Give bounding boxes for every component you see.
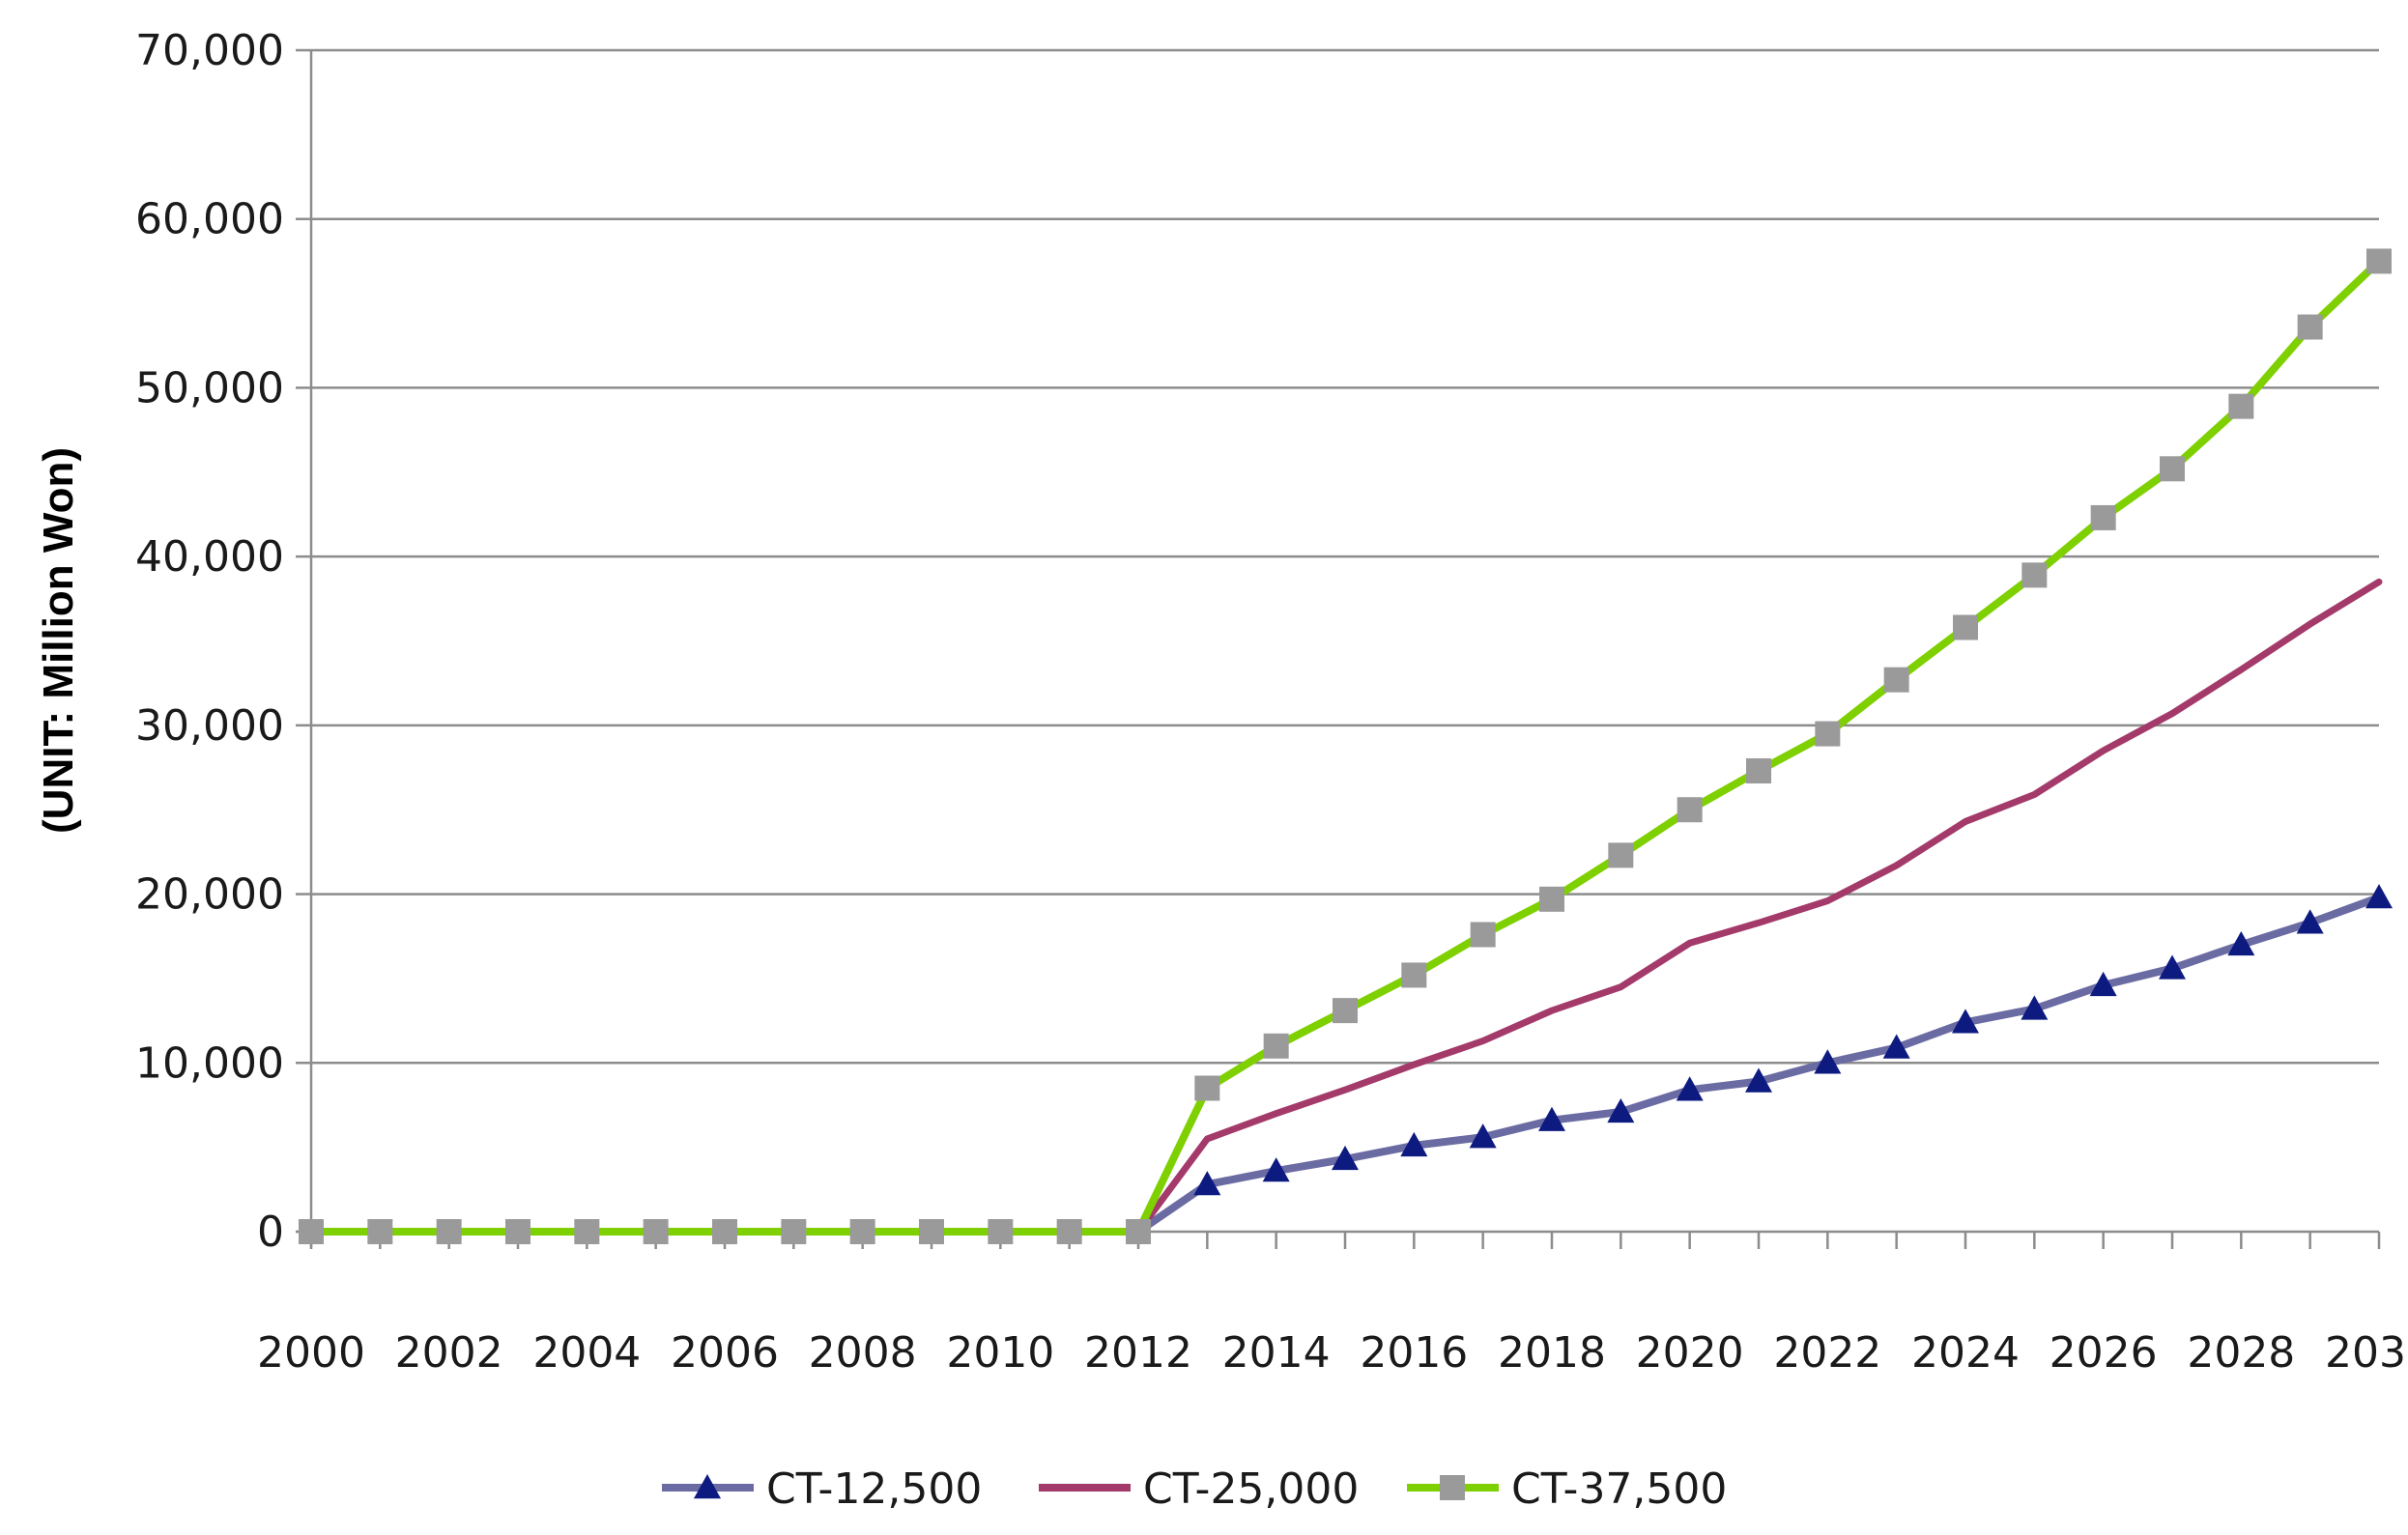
data-point-square (849, 1219, 875, 1244)
x-tick-label: 2018 (1498, 1328, 1606, 1378)
x-tick-label: 2008 (809, 1328, 917, 1378)
data-point-square (2366, 248, 2392, 274)
data-point-triangle (2021, 995, 2049, 1020)
legend-marker-triangle (694, 1474, 721, 1499)
data-point-triangle (1745, 1067, 1772, 1093)
data-point-square (1263, 1033, 1289, 1059)
x-tick-label: 2020 (1636, 1328, 1744, 1378)
data-point-square (1333, 998, 1358, 1024)
data-point-square (367, 1219, 393, 1244)
x-tick-label: 2028 (2187, 1328, 2295, 1378)
x-tick-label: 2000 (257, 1328, 365, 1378)
axes (296, 48, 2381, 1249)
series-line (307, 257, 2383, 1236)
data-point-square (2297, 314, 2323, 340)
data-point-square (1608, 842, 1634, 868)
x-tick-label: 2006 (671, 1328, 779, 1378)
y-tick-label: 60,000 (135, 195, 284, 244)
data-point-square (2021, 562, 2048, 588)
data-point-triangle (1332, 1145, 1359, 1171)
series-line (307, 894, 2383, 1236)
legend-label: CT-12,500 (766, 1464, 982, 1514)
legend-label: CT-25,000 (1143, 1464, 1359, 1514)
data-point-triangle (1538, 1106, 1565, 1131)
series-layer (299, 248, 2393, 1244)
x-tick-label: 2004 (532, 1328, 641, 1378)
x-tick-label: 2024 (1911, 1328, 2020, 1378)
data-point-square (1126, 1219, 1151, 1244)
data-point-square (1746, 758, 1771, 784)
y-tick-label: 20,000 (135, 870, 284, 920)
data-point-triangle (1676, 1076, 1704, 1101)
data-point-square (712, 1219, 737, 1244)
y-tick-label: 40,000 (135, 532, 284, 582)
data-point-square (436, 1219, 462, 1244)
y-axis-title: (UNIT: Million Won) (35, 447, 82, 834)
data-point-square (1470, 922, 1496, 948)
data-point-square (1953, 614, 1978, 640)
data-point-triangle (2227, 930, 2255, 956)
data-point-triangle (1193, 1171, 1221, 1196)
series-1 (307, 578, 2383, 1236)
data-point-square (781, 1219, 807, 1244)
data-point-square (919, 1219, 944, 1244)
legend-item-0: CT-12,500 (662, 1464, 982, 1514)
legend-item-2: CT-37,500 (1407, 1464, 1727, 1514)
data-point-triangle (1469, 1123, 1497, 1149)
data-point-square (1883, 667, 1909, 693)
data-point-square (299, 1219, 324, 1244)
data-point-square (1815, 721, 1841, 747)
y-tick-label: 10,000 (135, 1038, 284, 1088)
x-tick-label: 2010 (946, 1328, 1054, 1378)
grid-lines (311, 48, 2379, 1065)
data-point-square (505, 1219, 530, 1244)
data-point-triangle (2365, 884, 2393, 909)
x-tick-label: 2022 (1773, 1328, 1881, 1378)
x-tick-label: 2016 (1360, 1328, 1468, 1378)
data-point-triangle (1400, 1131, 1428, 1157)
data-point-triangle (2159, 954, 2186, 980)
legend-item-1: CT-25,000 (1039, 1464, 1359, 1514)
x-tick-label: 2002 (395, 1328, 503, 1378)
data-point-square (643, 1219, 669, 1244)
data-point-square (1056, 1219, 1082, 1244)
data-point-square (988, 1219, 1014, 1244)
data-point-triangle (1882, 1034, 1910, 1059)
data-point-square (2228, 393, 2254, 419)
data-point-square (1677, 797, 1703, 823)
data-point-triangle (2296, 909, 2324, 934)
data-point-square (574, 1219, 600, 1244)
series-line (307, 578, 2383, 1236)
data-point-square (1539, 886, 1564, 912)
legend-label: CT-37,500 (1511, 1464, 1727, 1514)
data-point-triangle (1952, 1009, 1979, 1034)
legend: CT-12,500 CT-25,000 CT-37,500 (662, 1464, 1727, 1514)
y-tick-label: 0 (257, 1208, 284, 1257)
data-point-triangle (1607, 1097, 1635, 1123)
data-point-triangle (1814, 1049, 1842, 1074)
y-axis-tick-labels: 0 10,000 20,000 30,000 40,000 50,000 60,000 70,… (135, 26, 284, 1257)
x-tick-label: 2014 (1222, 1328, 1331, 1378)
series-2 (299, 248, 2392, 1244)
y-tick-label: 70,000 (135, 26, 284, 75)
x-tick-label: 2012 (1084, 1328, 1192, 1378)
x-tick-label: 2030 (2325, 1328, 2408, 1378)
data-point-square (1194, 1075, 1220, 1101)
data-point-triangle (1262, 1157, 1290, 1182)
legend-marker-square (1440, 1475, 1465, 1500)
data-point-square (1401, 962, 1427, 988)
series-0 (307, 884, 2393, 1236)
data-point-square (2090, 504, 2116, 530)
y-tick-label: 30,000 (135, 701, 284, 751)
x-tick-label: 2026 (2050, 1328, 2158, 1378)
data-point-triangle (2089, 971, 2117, 997)
data-point-square (2160, 456, 2185, 482)
x-axis-tick-labels: 2000 2002 2004 2006 2008 2010 2012 2014 2016 2018… (257, 1328, 2408, 1378)
y-tick-label: 50,000 (135, 363, 284, 412)
